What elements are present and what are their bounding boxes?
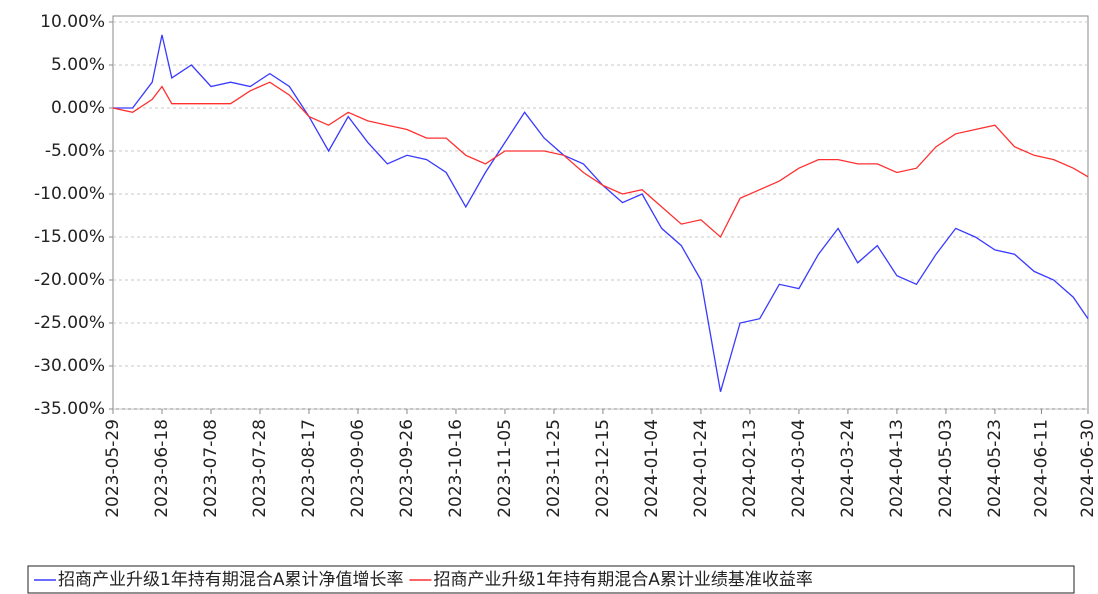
x-tick-label: 2023-06-18 — [152, 419, 172, 518]
plot-frame — [112, 15, 1089, 410]
legend-box — [27, 565, 1075, 594]
x-tick-label: 2023-11-05 — [495, 419, 515, 518]
x-tick-label: 2023-12-15 — [593, 419, 613, 518]
series-line — [113, 34, 1089, 392]
x-tick-label: 2023-11-25 — [544, 419, 564, 518]
y-tick-label: -10.00% — [34, 184, 105, 204]
x-tick-label: 2023-08-17 — [299, 419, 319, 518]
y-tick-label: -5.00% — [45, 141, 105, 161]
x-tick-label: 2024-05-03 — [936, 419, 956, 518]
x-tick-label: 2023-10-16 — [446, 419, 466, 518]
x-tick-label: 2024-01-04 — [642, 419, 662, 518]
x-tick-label: 2024-04-13 — [887, 419, 907, 518]
x-tick-label: 2023-05-29 — [103, 419, 123, 518]
y-tick-label: -15.00% — [34, 227, 105, 247]
x-tick-label: 2024-05-23 — [985, 419, 1005, 518]
series-line — [112, 81, 1089, 239]
x-tick-label: 2024-01-24 — [691, 419, 711, 518]
y-tick-label: 0.00% — [51, 98, 105, 118]
x-tick-label: 2024-06-11 — [1031, 419, 1051, 518]
x-tick-label: 2024-03-04 — [789, 419, 809, 518]
y-tick-label: -30.00% — [34, 356, 105, 376]
y-tick-label: -20.00% — [34, 270, 105, 290]
y-tick-label: -35.00% — [34, 399, 105, 419]
x-tick-label: 2024-03-24 — [838, 419, 858, 518]
x-tick-label: 2023-07-08 — [201, 419, 221, 518]
x-tick-label: 2024-06-30 — [1078, 419, 1098, 518]
x-tick-label: 2023-09-26 — [397, 419, 417, 518]
legend-label: 招商产业升级1年持有期混合A累计业绩基准收益率 — [433, 570, 812, 590]
x-tick-label: 2023-09-06 — [348, 419, 368, 518]
legend-label: 招商产业升级1年持有期混合A累计净值增长率 — [58, 570, 403, 590]
y-tick-label: 5.00% — [51, 55, 105, 75]
y-tick-label: -25.00% — [34, 313, 105, 333]
y-tick-label: 10.00% — [40, 12, 105, 32]
x-tick-label: 2023-07-28 — [250, 419, 270, 518]
x-tick-label: 2024-02-13 — [740, 419, 760, 518]
